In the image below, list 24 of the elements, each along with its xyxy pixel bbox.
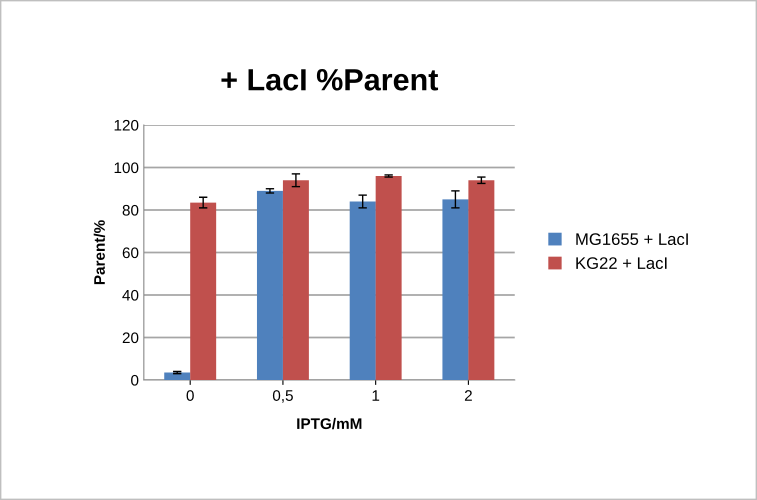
y-tick-label: 60 [122, 247, 138, 258]
legend-label: MG1655 + LacI [576, 233, 688, 246]
bar [256, 190, 283, 380]
y-tick-label: 20 [122, 332, 138, 344]
x-tick-label: 0,5 [272, 390, 293, 403]
y-tick-label: 100 [114, 162, 138, 174]
x-axis-title: IPTG/mM [297, 418, 362, 430]
bar [376, 176, 402, 380]
x-tick-label: 2 [464, 390, 472, 401]
chart-title: + LacI %Parent [221, 69, 438, 91]
bar [164, 372, 190, 380]
bar [442, 199, 468, 380]
y-tick-label: 120 [114, 120, 138, 131]
bar [468, 180, 494, 380]
legend-label: KG22 + LacI [576, 257, 667, 269]
bar [350, 202, 376, 380]
y-tick-label: 0 [131, 374, 138, 386]
y-tick-label: 40 [122, 290, 138, 301]
y-axis-title: Parent/% [94, 220, 106, 284]
x-tick-label: 1 [372, 390, 380, 401]
x-tick-label: 0 [186, 390, 194, 401]
y-tick-label: 80 [122, 204, 138, 216]
bar [190, 202, 216, 380]
bar [282, 180, 309, 380]
